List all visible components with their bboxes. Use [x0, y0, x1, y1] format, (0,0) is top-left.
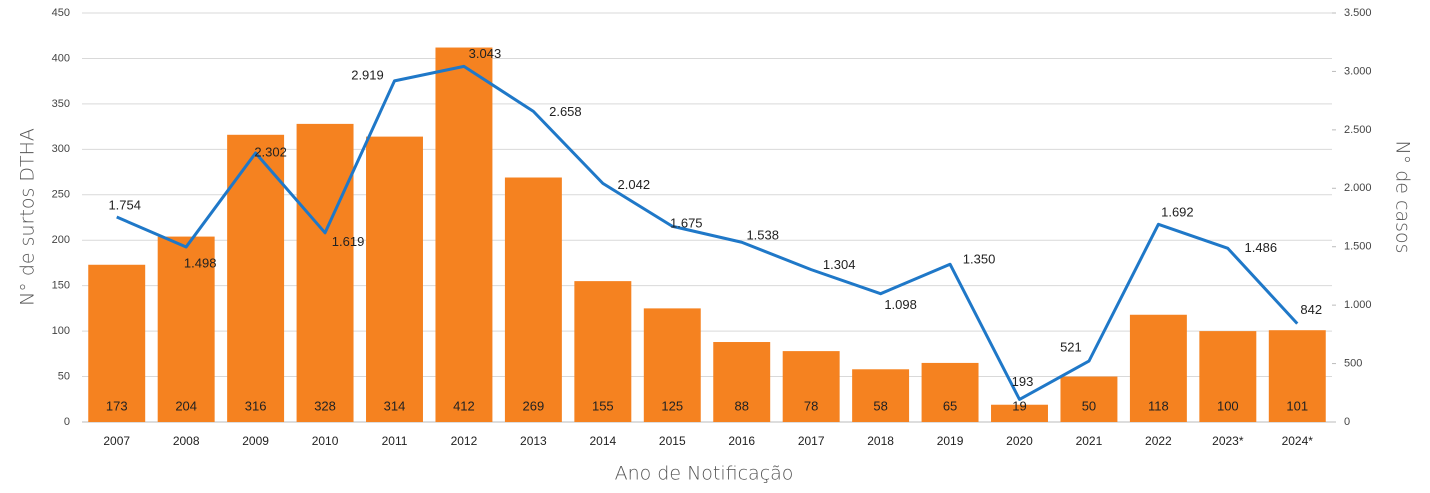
y-tick-label: 350 — [52, 98, 70, 110]
line-value-label: 1.350 — [963, 252, 996, 267]
x-tick-label: 2017 — [798, 434, 825, 448]
line-value-label: 842 — [1300, 302, 1322, 317]
bar-value-label: 78 — [804, 398, 818, 413]
x-tick-label: 2010 — [312, 434, 339, 448]
bar-value-label: 19 — [1012, 398, 1026, 413]
bar-value-label: 50 — [1082, 398, 1096, 413]
x-tick-label: 2013 — [520, 434, 547, 448]
y2-tick-label: 3.000 — [1344, 65, 1372, 77]
y-axis-title: N° de surtos DTHA — [17, 128, 39, 306]
bar — [574, 281, 632, 422]
y2-tick-label: 1.500 — [1344, 241, 1372, 253]
x-tick-label: 2007 — [103, 434, 130, 448]
line-value-label: 521 — [1060, 340, 1082, 355]
y-tick-label: 250 — [52, 189, 70, 201]
bar — [1060, 376, 1118, 422]
x-tick-label: 2011 — [382, 434, 408, 448]
x-tick-label: 2016 — [728, 434, 755, 448]
line-value-label: 2.302 — [254, 144, 287, 159]
y-tick-label: 300 — [52, 143, 70, 155]
bar — [643, 308, 701, 422]
bar-value-label: 412 — [453, 398, 475, 413]
x-tick-label: 2014 — [589, 434, 616, 448]
bar-value-label: 58 — [873, 398, 887, 413]
line-value-label: 1.692 — [1161, 205, 1194, 220]
line-value-label: 1.538 — [746, 228, 779, 243]
y2-tick-label: 3.500 — [1344, 7, 1372, 19]
line-value-label: 193 — [1012, 374, 1034, 389]
y2-axis-title: N° de casos — [1392, 140, 1414, 253]
y-tick-label: 450 — [52, 7, 70, 19]
x-tick-label: 2023* — [1212, 434, 1244, 448]
y-tick-label: 0 — [64, 416, 70, 428]
x-tick-label: 2012 — [451, 434, 478, 448]
x-tick-label: 2021 — [1076, 434, 1103, 448]
x-tick-label: 2024* — [1282, 434, 1314, 448]
bar-value-label: 314 — [384, 398, 406, 413]
bar — [1268, 330, 1326, 422]
bar — [366, 136, 423, 422]
bar — [713, 342, 771, 422]
line-value-label: 2.042 — [618, 177, 651, 192]
line-value-label: 1.754 — [108, 197, 141, 212]
bar-value-label: 125 — [661, 398, 683, 413]
x-tick-label: 2022 — [1145, 434, 1172, 448]
y-tick-label: 150 — [52, 280, 70, 292]
line-value-label: 1.098 — [884, 297, 917, 312]
x-tick-label: 2019 — [937, 434, 964, 448]
bar — [1199, 331, 1257, 422]
x-tick-label: 2020 — [1006, 434, 1033, 448]
bar-value-label: 101 — [1286, 398, 1308, 413]
bar-value-label: 65 — [943, 398, 957, 413]
bar — [435, 47, 493, 422]
bar — [852, 369, 910, 422]
bar — [991, 404, 1048, 422]
bar — [1129, 314, 1187, 422]
line-value-label: 1.675 — [670, 216, 703, 231]
x-tick-label: 2009 — [242, 434, 269, 448]
y-tick-label: 50 — [58, 370, 70, 382]
y2-tick-label: 2.000 — [1344, 182, 1372, 194]
bar — [921, 362, 979, 422]
x-tick-label: 2018 — [867, 434, 894, 448]
bar-value-label: 100 — [1217, 398, 1239, 413]
bar-value-label: 269 — [523, 398, 545, 413]
line-value-label: 2.919 — [351, 67, 384, 82]
line-value-label: 2.658 — [549, 104, 582, 119]
bar — [88, 264, 146, 422]
line-value-label: 1.619 — [332, 234, 365, 249]
bar-value-label: 88 — [734, 398, 748, 413]
line-value-label: 1.304 — [823, 257, 856, 272]
bar-value-label: 316 — [245, 398, 267, 413]
line-value-label: 1.498 — [184, 255, 217, 270]
line-value-label: 1.486 — [1245, 240, 1278, 255]
line-value-label: 3.043 — [469, 46, 502, 61]
bar — [782, 351, 840, 422]
bar — [227, 134, 285, 422]
y-tick-label: 400 — [52, 52, 70, 64]
y2-tick-label: 2.500 — [1344, 124, 1372, 136]
y2-tick-label: 500 — [1344, 357, 1362, 369]
bar — [504, 177, 562, 422]
x-tick-label: 2008 — [173, 434, 200, 448]
y2-tick-label: 1.000 — [1344, 299, 1372, 311]
bar-value-label: 204 — [175, 398, 197, 413]
bar-value-label: 118 — [1148, 398, 1169, 413]
x-axis-title: Ano de Notificação — [615, 463, 794, 485]
line — [116, 64, 1299, 401]
y-tick-label: 200 — [52, 234, 70, 246]
bar — [296, 123, 354, 422]
x-tick-label: 2015 — [659, 434, 686, 448]
y2-tick-label: 0 — [1344, 416, 1350, 428]
bar-value-label: 155 — [592, 398, 614, 413]
bar — [157, 236, 215, 422]
bar-value-label: 328 — [314, 398, 336, 413]
bar-value-label: 173 — [106, 398, 128, 413]
y-tick-label: 100 — [52, 325, 70, 337]
